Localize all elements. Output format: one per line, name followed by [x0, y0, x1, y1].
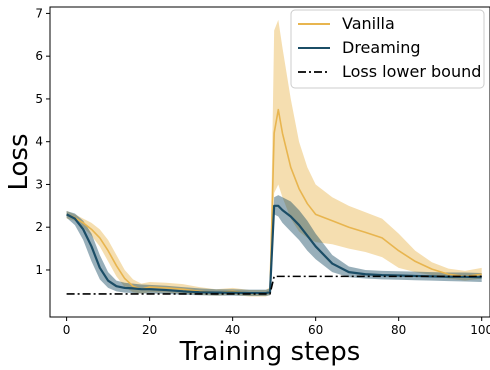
y-tick-label: 1: [35, 263, 43, 277]
series-lines: [66, 108, 482, 295]
plot-frame: [49, 6, 490, 318]
x-tick-label: 20: [142, 323, 157, 337]
y-tick-label: 2: [35, 220, 43, 234]
x-tick-label: 100: [470, 323, 490, 337]
x-axis-title: Training steps: [179, 337, 361, 366]
loss-lower-bound-line: [66, 275, 482, 295]
y-tick-label: 7: [35, 6, 43, 20]
x-tick-label: 80: [391, 323, 406, 337]
dreaming-band: [66, 195, 482, 297]
y-tick-label: 5: [35, 92, 43, 106]
legend-label-lower-bound: Loss lower bound: [342, 62, 481, 81]
y-axis-title: Loss: [4, 133, 34, 190]
x-tick-label: 0: [63, 323, 71, 337]
y-tick-label: 3: [35, 177, 43, 191]
dreaming-line: [66, 204, 482, 295]
x-tick-label: 40: [225, 323, 240, 337]
legend: Vanilla Dreaming Loss lower bound: [290, 9, 485, 89]
x-axis-ticks: 0 20 40 60 80 100: [63, 317, 490, 337]
legend-frame: [290, 9, 485, 89]
y-tick-label: 6: [35, 49, 43, 63]
legend-label-vanilla: Vanilla: [342, 14, 395, 33]
x-tick-label: 60: [308, 323, 323, 337]
legend-label-dreaming: Dreaming: [342, 38, 421, 57]
y-tick-label: 4: [35, 135, 43, 149]
y-axis-ticks: 1 2 3 4 5 6 7: [35, 6, 50, 277]
